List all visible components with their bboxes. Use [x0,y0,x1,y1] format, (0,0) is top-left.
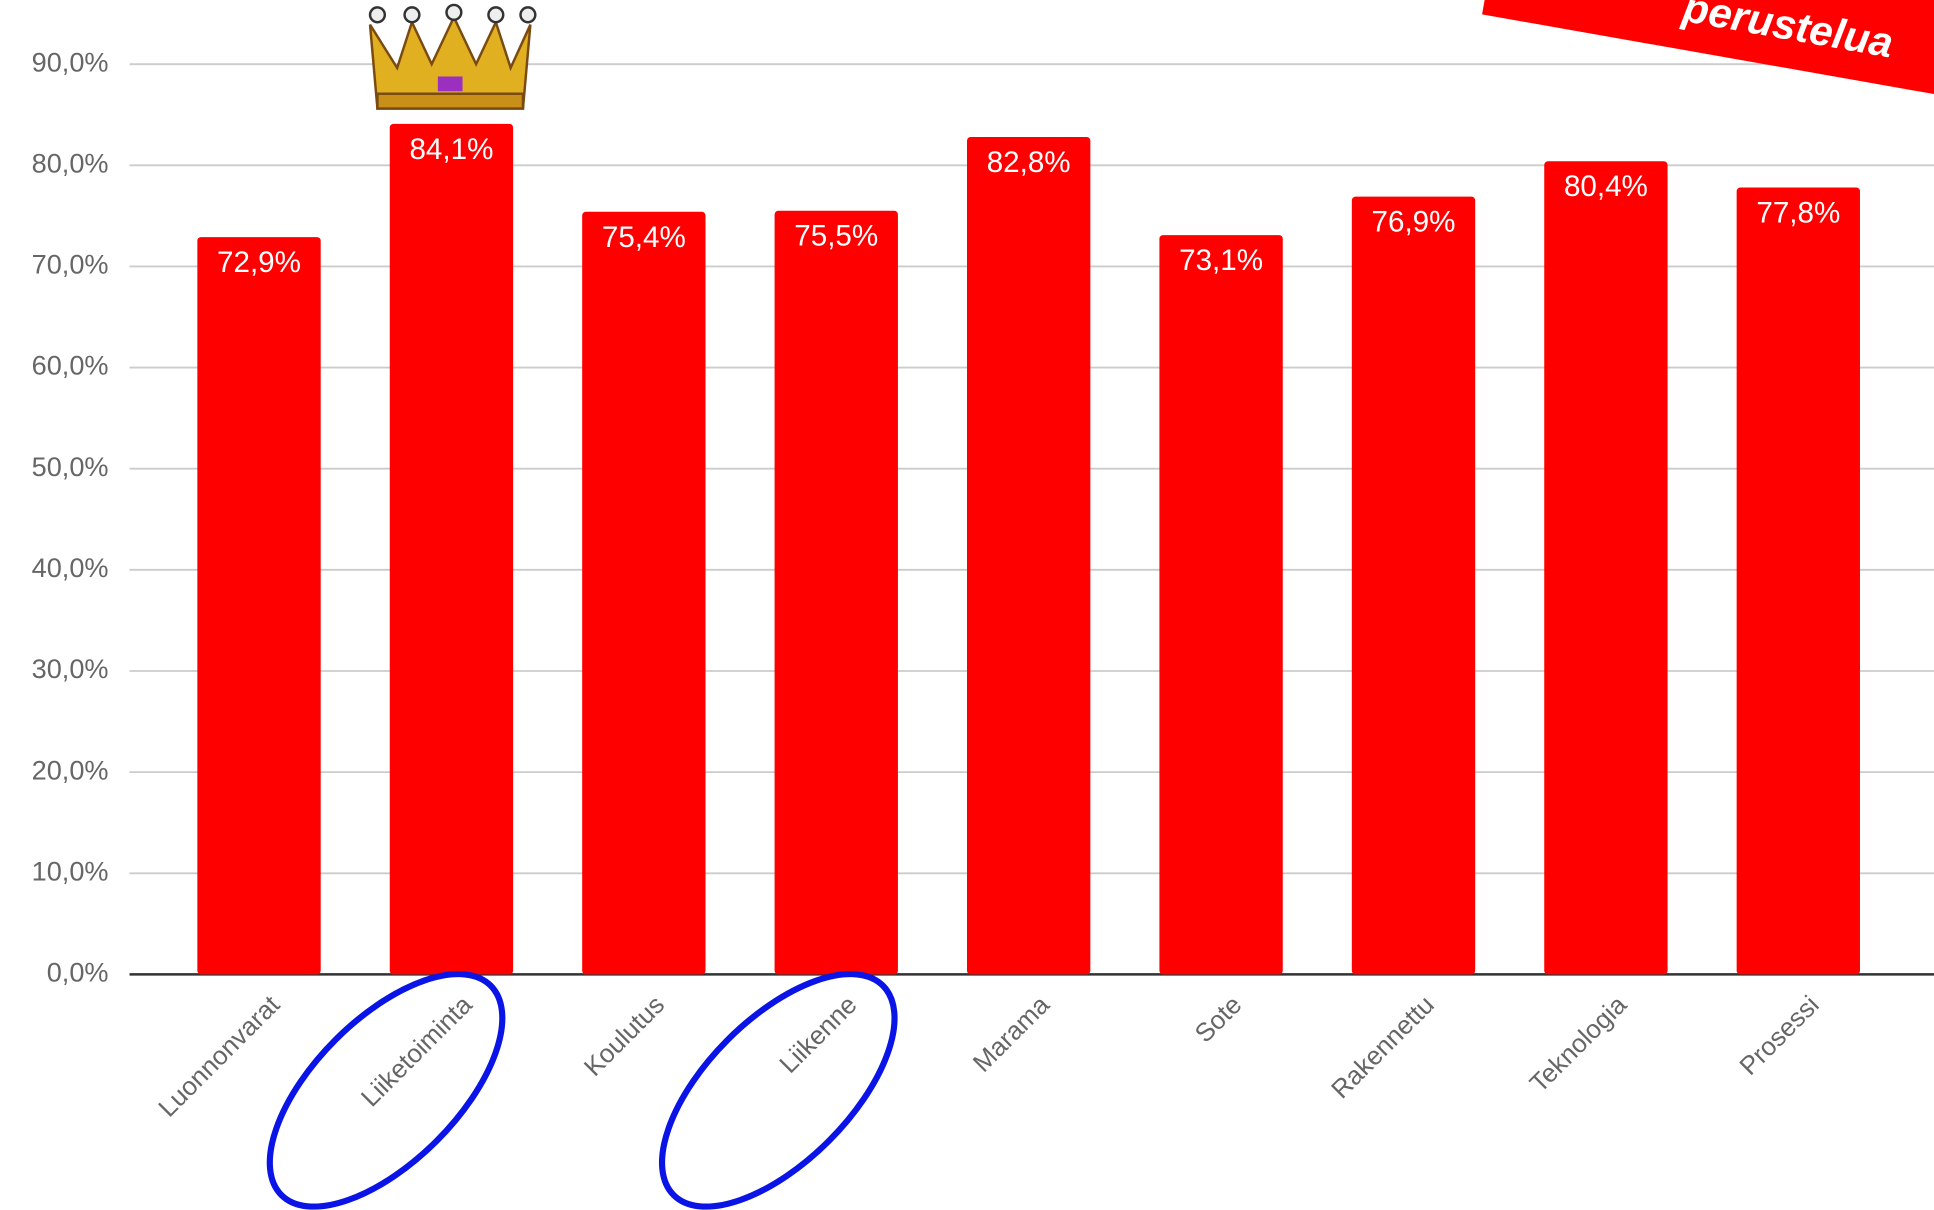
y-tick-label: 90,0% [32,46,109,77]
data-label: 75,5% [794,220,878,253]
data-label: 73,1% [1179,244,1263,277]
y-tick-label: 80,0% [32,147,109,178]
y-tick-label: 50,0% [32,451,109,482]
bar [967,136,1091,975]
y-tick-label: 60,0% [32,350,109,381]
x-tick-label: Rakennettu [1326,991,1439,1104]
y-tick-label: 0,0% [47,957,109,988]
x-tick-label: Prosessi [1735,991,1825,1081]
y-tick-label: 30,0% [32,653,109,684]
x-tick-label: Sote [1190,991,1247,1048]
data-label: 75,4% [602,221,686,254]
data-label: 80,4% [1564,170,1648,203]
y-tick-label: 70,0% [32,249,109,280]
x-tick-label: Koulutus [579,991,670,1082]
y-tick-label: 20,0% [32,754,109,785]
x-tick-label: Teknologia [1525,990,1633,1098]
banner: perustelua [1482,0,1934,105]
bar [774,210,898,975]
banner-background [1482,0,1934,105]
y-tick-label: 40,0% [32,552,109,583]
data-label: 76,9% [1372,206,1456,239]
crown-icon [368,3,537,110]
x-tick-label: Liikenne [775,991,863,1079]
bar [1351,196,1476,975]
bar [1736,187,1860,975]
data-label: 77,8% [1756,196,1840,229]
data-label: 84,1% [409,133,493,166]
bars: 72,9%Luonnonvarat84,1%Liiketoiminta75,4%… [154,123,1860,1123]
y-tick-label: 10,0% [32,855,109,886]
bar [389,123,514,975]
x-tick-label: Marama [968,990,1055,1077]
highlight-ellipses [266,971,898,1210]
bar [1159,235,1283,975]
x-tick-label: Luonnonvarat [154,991,286,1123]
bar [1544,161,1668,975]
data-label: 72,9% [217,246,301,279]
data-label: 82,8% [987,146,1071,179]
bar [582,211,706,975]
bar [197,237,321,975]
